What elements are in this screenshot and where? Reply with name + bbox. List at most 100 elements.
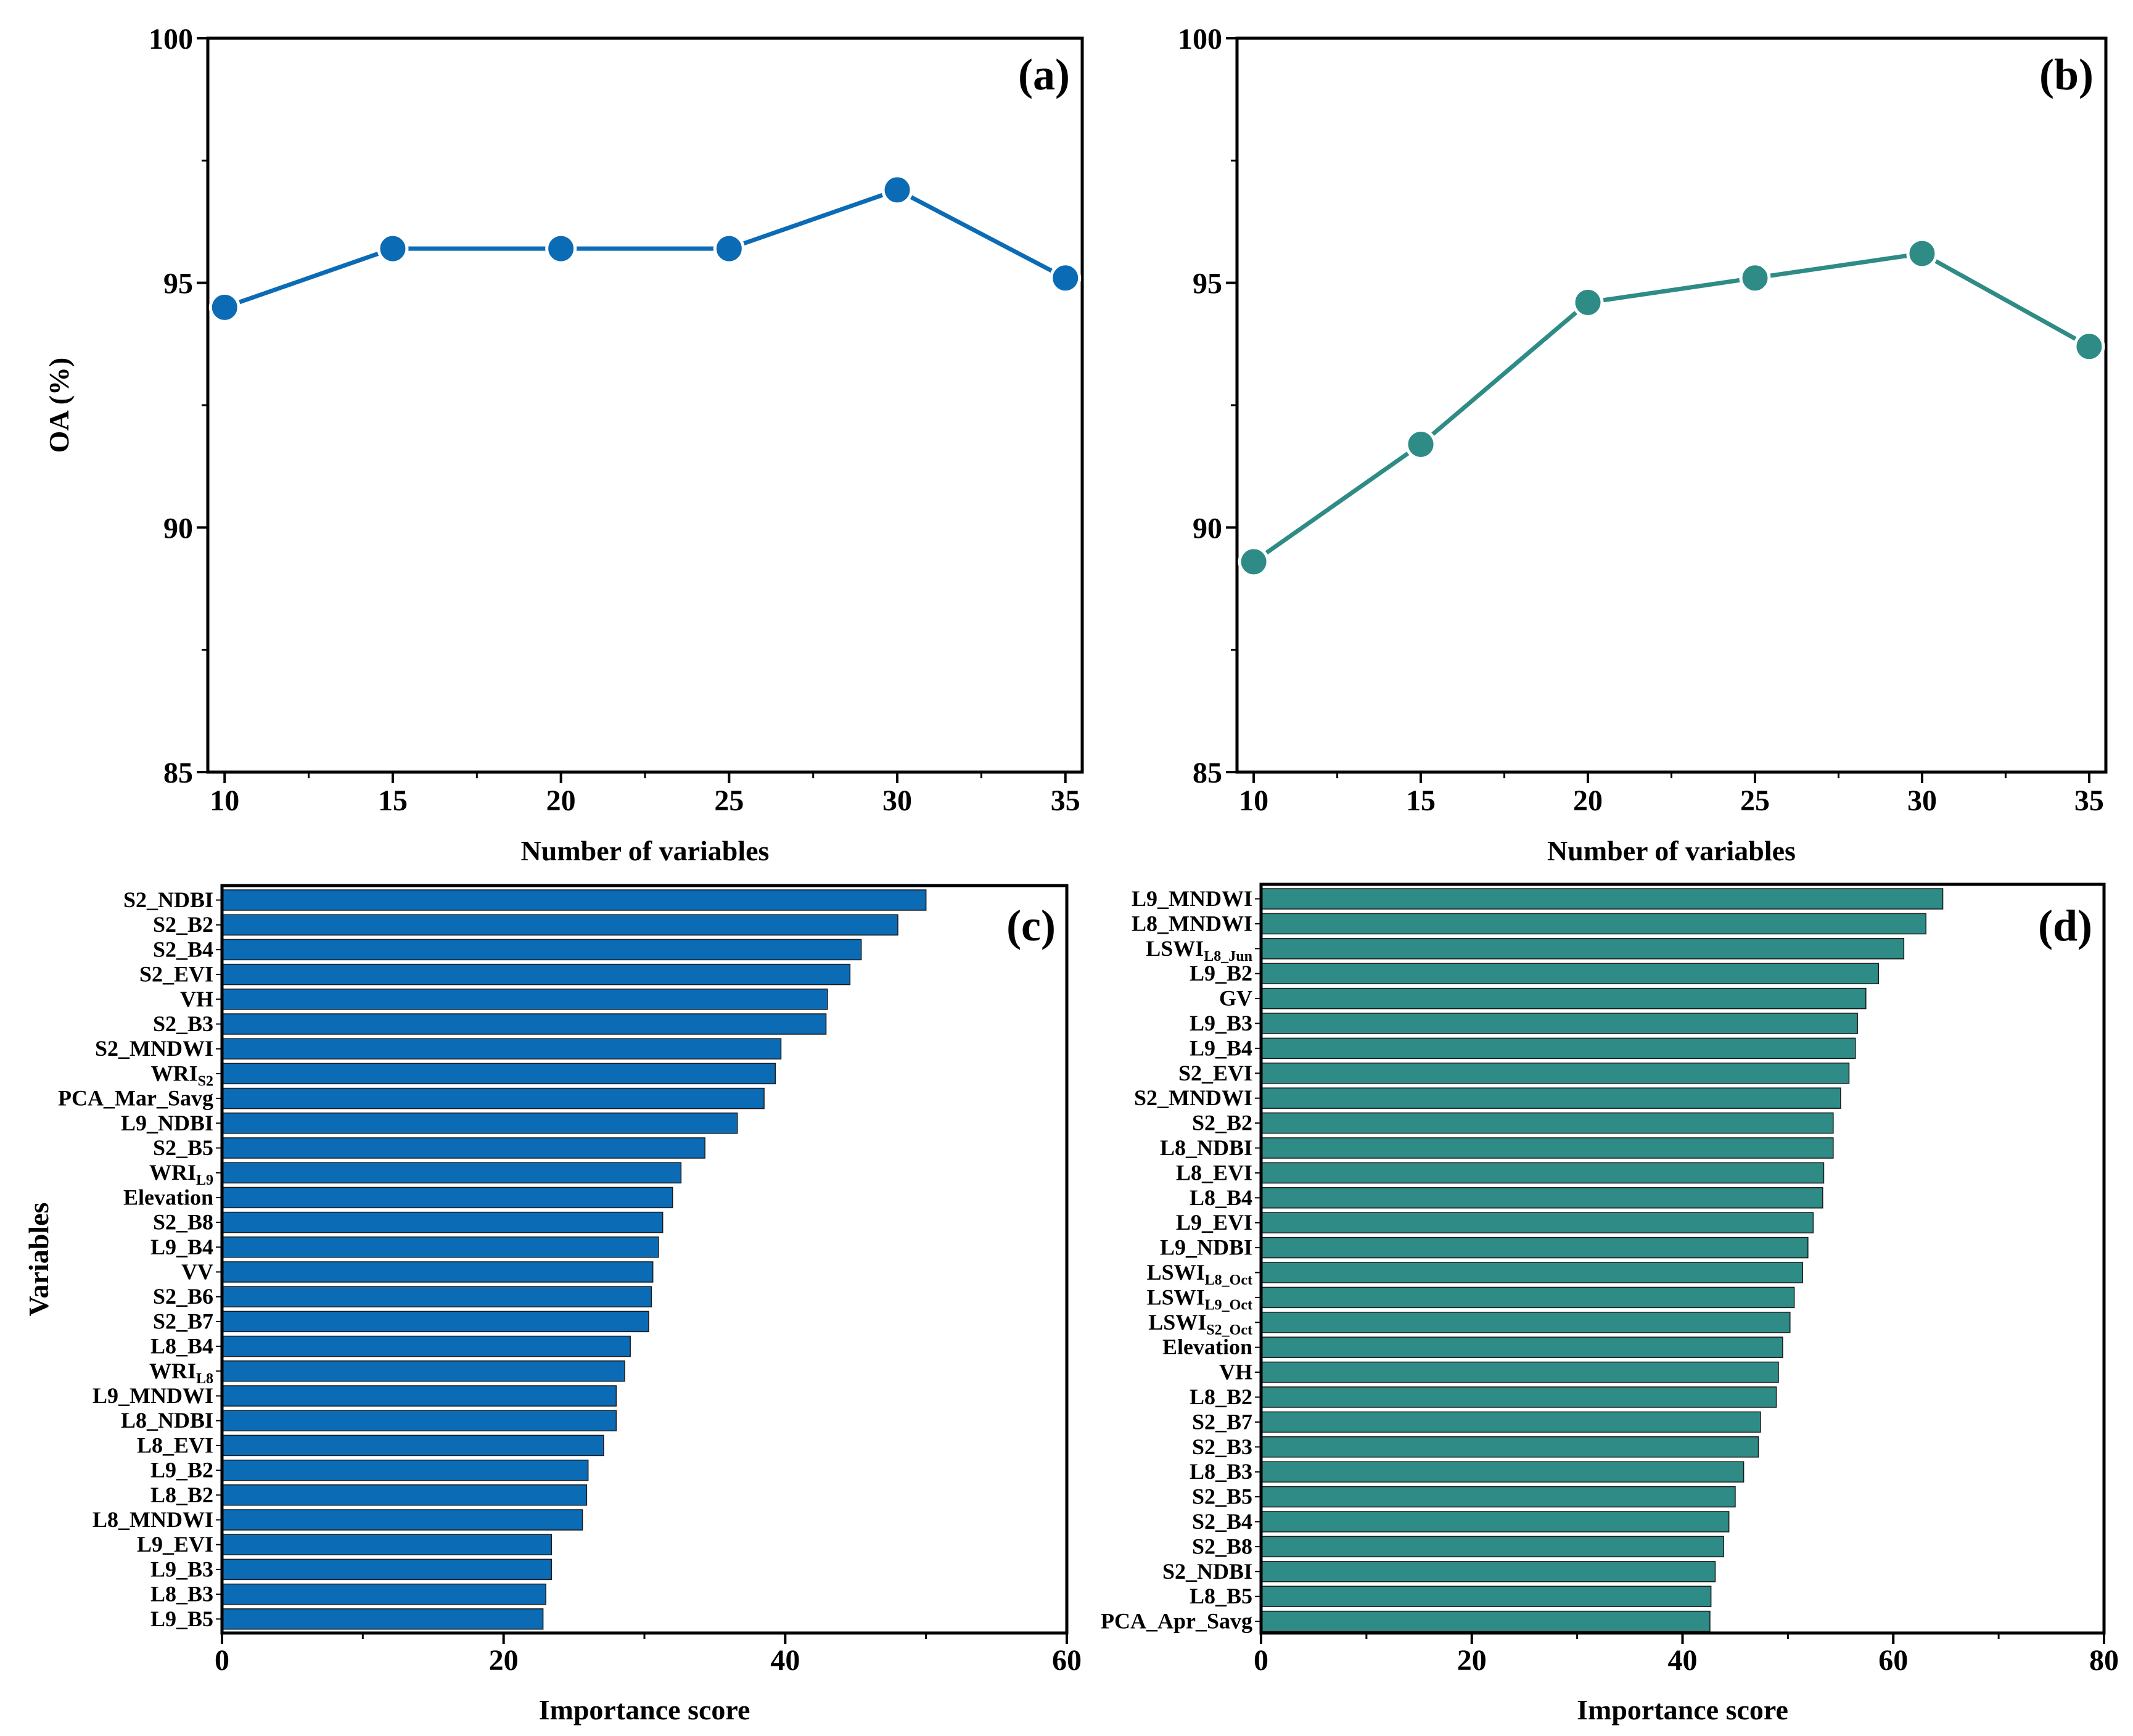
category-label: L8_NDBI bbox=[1160, 1135, 1252, 1160]
category-label: S2_B2 bbox=[153, 912, 213, 937]
y-tick-label: 85 bbox=[163, 757, 193, 789]
data-point bbox=[1405, 428, 1437, 460]
bar bbox=[221, 1261, 654, 1283]
bar bbox=[221, 1162, 682, 1183]
data-point bbox=[377, 232, 409, 265]
category-label: L8_EVI bbox=[1176, 1160, 1252, 1185]
bar bbox=[1260, 1610, 1711, 1632]
x-tick-label: 35 bbox=[2074, 784, 2104, 817]
y-tick-label: 90 bbox=[163, 512, 193, 545]
bar bbox=[221, 1187, 673, 1209]
data-point bbox=[713, 232, 745, 265]
bar bbox=[1260, 987, 1867, 1010]
y-tick-label: 95 bbox=[163, 268, 193, 300]
bar bbox=[221, 889, 927, 911]
bar bbox=[1260, 1386, 1777, 1408]
category-label: L9_MNDWI bbox=[1132, 886, 1252, 911]
category-label: L9_B4 bbox=[1190, 1035, 1252, 1060]
x-tick-label: 0 bbox=[215, 1644, 229, 1677]
y-axis-label: OA (%) bbox=[43, 358, 75, 453]
category-label: WRIL9 bbox=[149, 1160, 213, 1188]
chart-b: 85 90 95 100 10 15 20 25 30 35 Number of variables… bbox=[1178, 23, 2108, 866]
bar bbox=[221, 939, 862, 961]
plot-frame bbox=[206, 36, 1084, 774]
bar bbox=[1260, 1187, 1823, 1209]
category-label: VH bbox=[1219, 1360, 1252, 1384]
bar bbox=[1260, 1586, 1712, 1607]
category-label: S2_NDBI bbox=[1162, 1559, 1252, 1584]
category-label: L9_B4 bbox=[150, 1235, 213, 1259]
bar bbox=[1260, 1063, 1850, 1084]
bar bbox=[1260, 1361, 1779, 1383]
category-label: L8_B4 bbox=[1190, 1185, 1252, 1210]
bar bbox=[1260, 1336, 1783, 1358]
bar bbox=[1260, 1436, 1759, 1458]
data-point bbox=[2073, 331, 2105, 363]
data-point bbox=[1238, 546, 1270, 578]
category-label: S2_B7 bbox=[1192, 1409, 1252, 1434]
x-tick-label: 15 bbox=[378, 784, 408, 817]
category-label: PCA_Mar_Savg bbox=[58, 1086, 213, 1111]
x-tick-label: 20 bbox=[1457, 1644, 1487, 1677]
bar bbox=[1260, 1561, 1716, 1582]
panel-label: (c) bbox=[1006, 901, 1056, 950]
category-label: S2_MNDWI bbox=[95, 1036, 213, 1061]
category-label: L8_EVI bbox=[137, 1433, 213, 1457]
data-point bbox=[1739, 262, 1771, 294]
bar bbox=[1260, 1112, 1834, 1134]
bar bbox=[1260, 888, 1944, 910]
bar bbox=[1260, 1511, 1730, 1532]
category-label: S2_EVI bbox=[1178, 1061, 1252, 1085]
bar bbox=[221, 1360, 625, 1382]
category-label: VH bbox=[180, 987, 213, 1011]
x-tick-label: 25 bbox=[714, 784, 744, 817]
bar bbox=[1260, 913, 1926, 935]
panel-label: (a) bbox=[1018, 50, 1070, 99]
category-label: GV bbox=[1219, 986, 1252, 1011]
category-label: PCA_Apr_Savg bbox=[1101, 1609, 1252, 1634]
bar bbox=[1260, 1536, 1724, 1558]
data-point bbox=[1906, 237, 1938, 269]
x-tick-label: 60 bbox=[1052, 1644, 1082, 1677]
category-label: WRIL8 bbox=[149, 1359, 213, 1387]
bar bbox=[221, 1335, 631, 1357]
category-label: S2_B8 bbox=[153, 1210, 213, 1235]
category-label: L8_NDBI bbox=[121, 1408, 213, 1433]
category-label: LSWIL9_Oct bbox=[1147, 1285, 1252, 1313]
category-label: S2_B8 bbox=[1192, 1534, 1252, 1558]
bar bbox=[221, 1484, 588, 1506]
y-axis-label: Variables bbox=[23, 1203, 54, 1317]
bar bbox=[221, 914, 898, 936]
category-label: L9_NDBI bbox=[121, 1111, 213, 1135]
x-axis-label: Number of variables bbox=[521, 835, 770, 866]
category-label: S2_B3 bbox=[1192, 1434, 1252, 1459]
bar bbox=[1260, 1037, 1856, 1059]
category-label: L9_EVI bbox=[1176, 1210, 1252, 1235]
bar bbox=[221, 1459, 589, 1481]
category-label: S2_B2 bbox=[1192, 1111, 1252, 1135]
category-label: L8_MNDWI bbox=[92, 1507, 213, 1532]
bar bbox=[221, 1087, 765, 1109]
x-tick-label: 20 bbox=[546, 784, 576, 817]
category-label: S2_B5 bbox=[153, 1135, 213, 1160]
category-label: VV bbox=[181, 1259, 213, 1284]
category-label: L9_B3 bbox=[150, 1557, 213, 1581]
category-label: S2_B7 bbox=[153, 1309, 213, 1333]
category-label: L8_B3 bbox=[1190, 1459, 1252, 1484]
x-tick-label: 35 bbox=[1051, 784, 1080, 817]
category-label: S2_B4 bbox=[1192, 1509, 1252, 1534]
bar bbox=[1260, 1312, 1791, 1333]
category-label: L9_MNDWI bbox=[92, 1383, 213, 1408]
bar bbox=[221, 1310, 649, 1333]
x-tick-label: 80 bbox=[2089, 1644, 2119, 1677]
category-label: L8_B2 bbox=[1190, 1384, 1252, 1409]
bar bbox=[1260, 1137, 1834, 1159]
bar bbox=[1260, 1087, 1841, 1109]
category-label: L9_B3 bbox=[1190, 1011, 1252, 1035]
x-tick-label: 30 bbox=[882, 784, 912, 817]
y-tick-label: 95 bbox=[1193, 268, 1222, 300]
bar bbox=[221, 1063, 776, 1085]
x-axis-label: Importance score bbox=[539, 1694, 750, 1726]
bar bbox=[1260, 1236, 1809, 1259]
